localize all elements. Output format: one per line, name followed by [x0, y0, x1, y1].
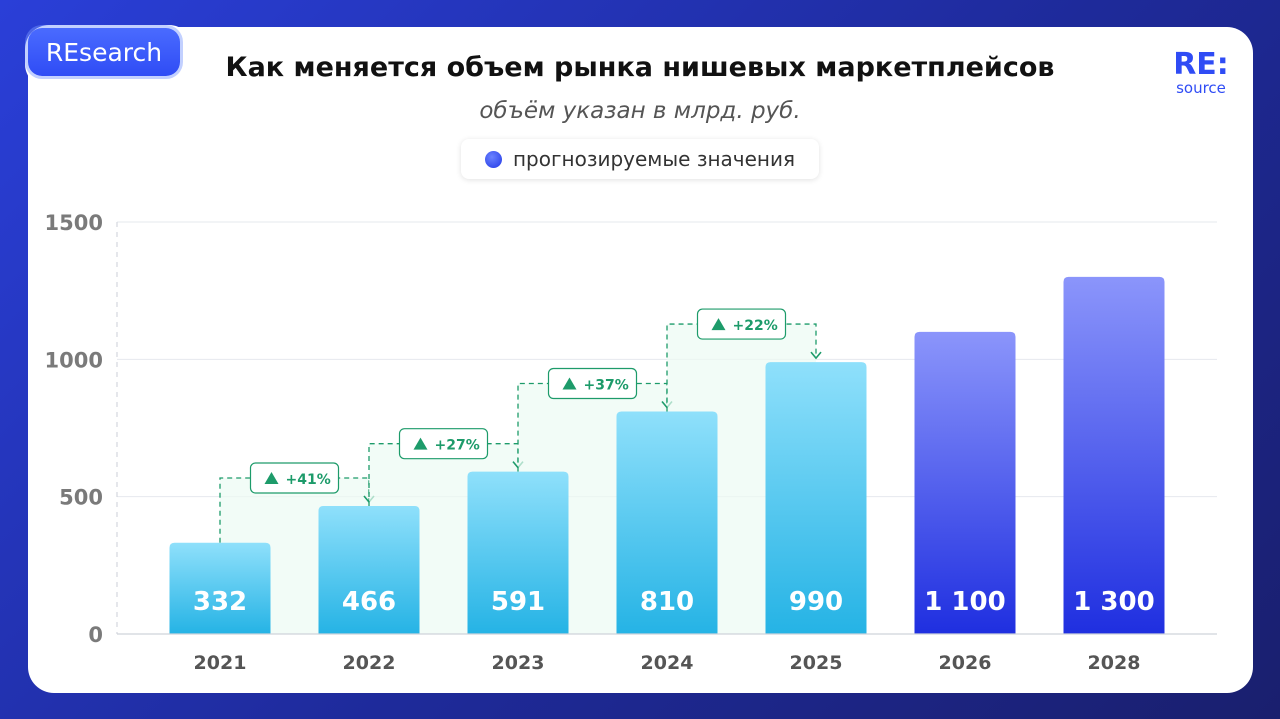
- chart-subtitle: объём указан в млрд. руб.: [479, 98, 801, 124]
- y-tick-label: 500: [59, 486, 103, 510]
- growth-badge: [249, 462, 340, 494]
- bar: [169, 542, 271, 634]
- bar: [318, 506, 420, 634]
- x-tick-label: 2021: [194, 652, 247, 674]
- x-tick-label: 2022: [343, 652, 396, 674]
- logo-main: RE:: [1173, 47, 1229, 82]
- x-tick-label: 2024: [641, 652, 694, 674]
- chart-title: Как меняется объем рынка нишевых маркетп…: [225, 52, 1055, 83]
- growth-arrow-icon: [810, 351, 822, 360]
- resource-logo: RE: source: [1168, 50, 1234, 96]
- bar: [467, 471, 569, 634]
- growth-label: +41%: [286, 472, 331, 488]
- x-tick-label: 2026: [939, 652, 992, 674]
- bar-value-label: 1 100: [924, 587, 1005, 617]
- legend: прогнозируемые значения: [461, 139, 819, 179]
- bar-value-label: 990: [789, 587, 843, 617]
- growth-badge: [398, 428, 489, 460]
- bar-value-label: 591: [491, 587, 545, 617]
- growth-up-icon: [711, 318, 726, 331]
- legend-dot-icon: [484, 150, 502, 168]
- growth-up-icon: [413, 437, 428, 450]
- growth-label: +22%: [733, 318, 778, 334]
- legend-label: прогнозируемые значения: [512, 147, 796, 171]
- research-badge: REsearch: [28, 28, 180, 76]
- growth-label: +27%: [435, 438, 480, 454]
- bar: [914, 331, 1016, 634]
- bar-value-label: 332: [193, 587, 247, 617]
- x-tick-label: 2028: [1088, 652, 1141, 674]
- bar: [765, 362, 867, 634]
- x-tick-label: 2025: [790, 652, 843, 674]
- growth-label: +37%: [584, 378, 629, 394]
- y-tick-label: 0: [88, 623, 103, 647]
- growth-badge: [547, 367, 638, 400]
- x-tick-label: 2023: [492, 652, 545, 674]
- growth-up-icon: [562, 377, 577, 390]
- bar: [1063, 276, 1165, 634]
- bar: [616, 411, 718, 634]
- y-tick-label: 1500: [45, 211, 103, 235]
- growth-badge: [696, 308, 787, 340]
- y-tick-label: 1000: [45, 348, 103, 372]
- growth-up-icon: [264, 472, 279, 485]
- bar-value-label: 1 300: [1073, 587, 1154, 617]
- logo-sub: source: [1176, 79, 1226, 97]
- growth-connector: [666, 323, 817, 412]
- bar-value-label: 466: [342, 587, 396, 617]
- bar-value-label: 810: [640, 587, 694, 617]
